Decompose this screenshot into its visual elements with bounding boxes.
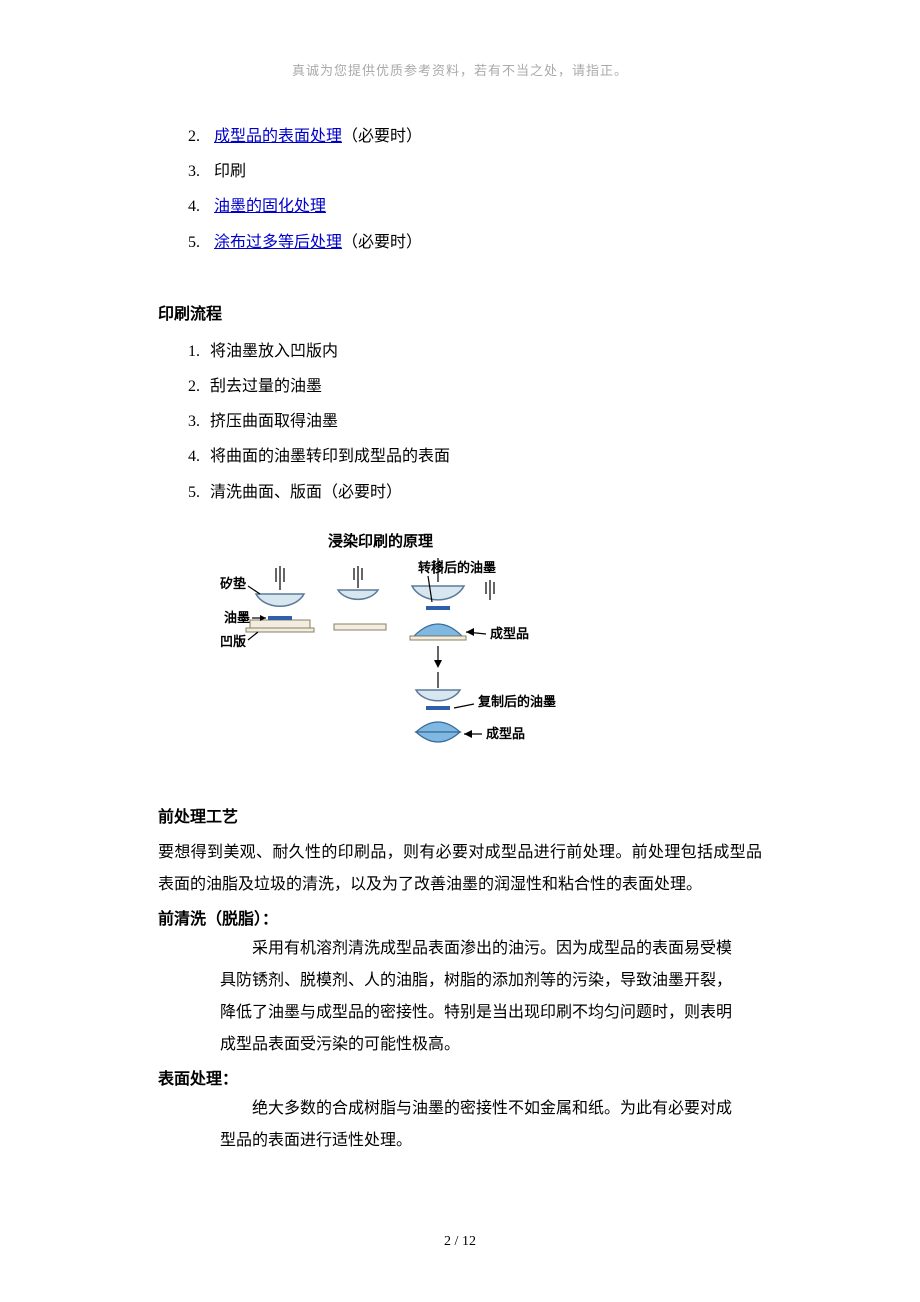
list-item: 4. 油墨的固化处理 (188, 189, 762, 224)
item-number: 3. (188, 163, 200, 180)
link-surface-treatment[interactable]: 成型品的表面处理 (214, 128, 342, 145)
page-footer: 2 / 12 (0, 1234, 920, 1250)
item-number: 4. (188, 198, 200, 215)
print-flow-steps: 1. 将油墨放入凹版内 2. 刮去过量的油墨 3. 挤压曲面取得油墨 4. 将曲面的油墨… (188, 334, 762, 510)
item-text: 刮去过量的油墨 (210, 378, 322, 395)
pad-printing-diagram: 浸染印刷的原理 矽垫 油墨 凹版 (218, 528, 762, 763)
diagram-title: 浸染印刷的原理 (328, 532, 433, 550)
link-ink-curing[interactable]: 油墨的固化处理 (214, 198, 326, 215)
list-item: 5. 清洗曲面、版面（必要时） (188, 475, 762, 510)
item-text: 将油墨放入凹版内 (210, 343, 338, 360)
item-number: 5. (188, 234, 200, 251)
page-sep: / (451, 1234, 462, 1249)
pretreatment-paragraph: 要想得到美观、耐久性的印刷品，则有必要对成型品进行前处理。前处理包括成型品表面的… (158, 837, 762, 901)
item-number: 2. (188, 128, 200, 145)
list-item: 1. 将油墨放入凹版内 (188, 334, 762, 369)
label-product2: 成型品 (486, 726, 525, 741)
label-ink: 油墨 (224, 610, 250, 625)
item-number: 4. (188, 448, 200, 465)
item-number: 5. (188, 484, 200, 501)
page-number: 2 (444, 1234, 451, 1249)
item-number: 2. (188, 378, 200, 395)
list-item: 3. 印刷 (188, 154, 762, 189)
header-note: 真诚为您提供优质参考资料，若有不当之处，请指正。 (158, 60, 762, 79)
label-copied-ink: 复制后的油墨 (477, 694, 556, 709)
surface-treatment-block: 绝大多数的合成树脂与油墨的密接性不如金属和纸。为此有必要对成型品的表面进行适性处… (220, 1093, 732, 1157)
item-suffix: （必要时） (342, 234, 422, 251)
list-item: 3. 挤压曲面取得油墨 (188, 404, 762, 439)
link-post-treatment[interactable]: 涂布过多等后处理 (214, 234, 342, 251)
item-text: 将曲面的油墨转印到成型品的表面 (210, 448, 450, 465)
section-title-print-flow: 印刷流程 (158, 300, 762, 324)
label-pad: 矽垫 (220, 576, 246, 591)
label-transferred-ink: 转移后的油墨 (418, 560, 496, 575)
list-item: 2. 刮去过量的油墨 (188, 369, 762, 404)
label-plate: 凹版 (220, 634, 246, 649)
list-item: 5. 涂布过多等后处理（必要时） (188, 225, 762, 260)
subtitle-surface-treatment: 表面处理： (158, 1065, 762, 1089)
item-suffix: （必要时） (342, 128, 422, 145)
section-title-pretreatment: 前处理工艺 (158, 803, 762, 827)
subtitle-precleaning: 前清洗（脱脂）： (158, 905, 762, 929)
upper-list: 2. 成型品的表面处理（必要时） 3. 印刷 4. 油墨的固化处理 5. 涂布过… (188, 119, 762, 260)
list-item: 4. 将曲面的油墨转印到成型品的表面 (188, 439, 762, 474)
item-number: 1. (188, 343, 200, 360)
item-number: 3. (188, 413, 200, 430)
item-text: 印刷 (214, 163, 246, 180)
list-item: 2. 成型品的表面处理（必要时） (188, 119, 762, 154)
precleaning-paragraph: 采用有机溶剂清洗成型品表面渗出的油污。因为成型品的表面易受模具防锈剂、脱模剂、人… (220, 933, 732, 1061)
item-text: 挤压曲面取得油墨 (210, 413, 338, 430)
item-text: 清洗曲面、版面（必要时） (210, 484, 402, 501)
label-product: 成型品 (490, 626, 529, 641)
precleaning-block: 采用有机溶剂清洗成型品表面渗出的油污。因为成型品的表面易受模具防锈剂、脱模剂、人… (220, 933, 732, 1061)
surface-treatment-paragraph: 绝大多数的合成树脂与油墨的密接性不如金属和纸。为此有必要对成型品的表面进行适性处… (220, 1093, 732, 1157)
page-total: 12 (462, 1234, 476, 1249)
